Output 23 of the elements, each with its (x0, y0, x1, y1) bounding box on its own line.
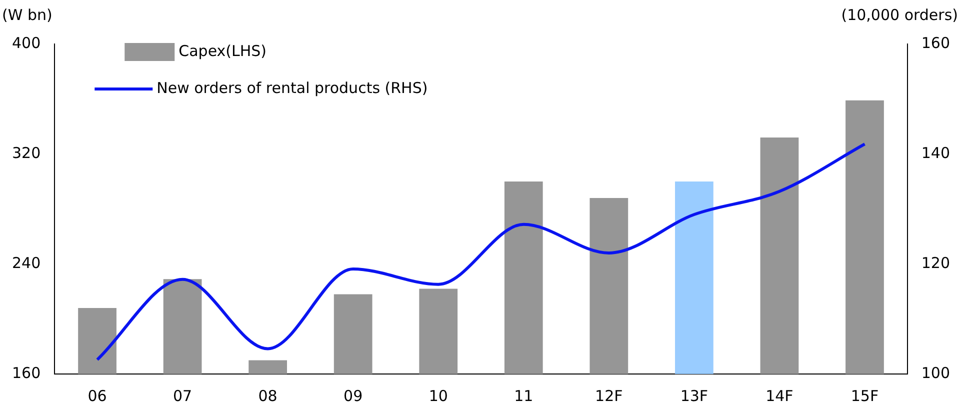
y-tick-label: 240 (12, 254, 41, 272)
y2-tick-label: 160 (921, 34, 950, 52)
x-tick-label: 14F (766, 386, 794, 405)
y2-tick-label: 140 (921, 144, 950, 162)
y2-tick-label: 120 (921, 254, 950, 272)
legend-label: Capex(LHS) (178, 42, 267, 60)
y-tick-label: 160 (12, 364, 41, 382)
line-series (96, 142, 866, 362)
x-tick-label: 07 (172, 386, 192, 405)
x-tick-label: 11 (514, 386, 534, 405)
x-tick-label: 06 (88, 386, 107, 405)
x-tick-label: 12F (595, 386, 623, 405)
y-tick-label: 320 (12, 144, 41, 162)
x-tick-label: 13F (680, 386, 708, 405)
x-tick-label: 08 (258, 386, 278, 405)
y2-axis-title: (10,000 orders) (841, 6, 958, 24)
x-tick-label: 10 (428, 386, 448, 405)
y-axis-title: (W bn) (2, 6, 52, 24)
legend-label: New orders of rental products (RHS) (156, 78, 428, 97)
x-tick-label: 09 (344, 386, 363, 405)
y2-tick-label: 100 (921, 364, 950, 382)
y-tick-label: 400 (12, 34, 41, 52)
x-tick-label: 15F (850, 386, 879, 405)
